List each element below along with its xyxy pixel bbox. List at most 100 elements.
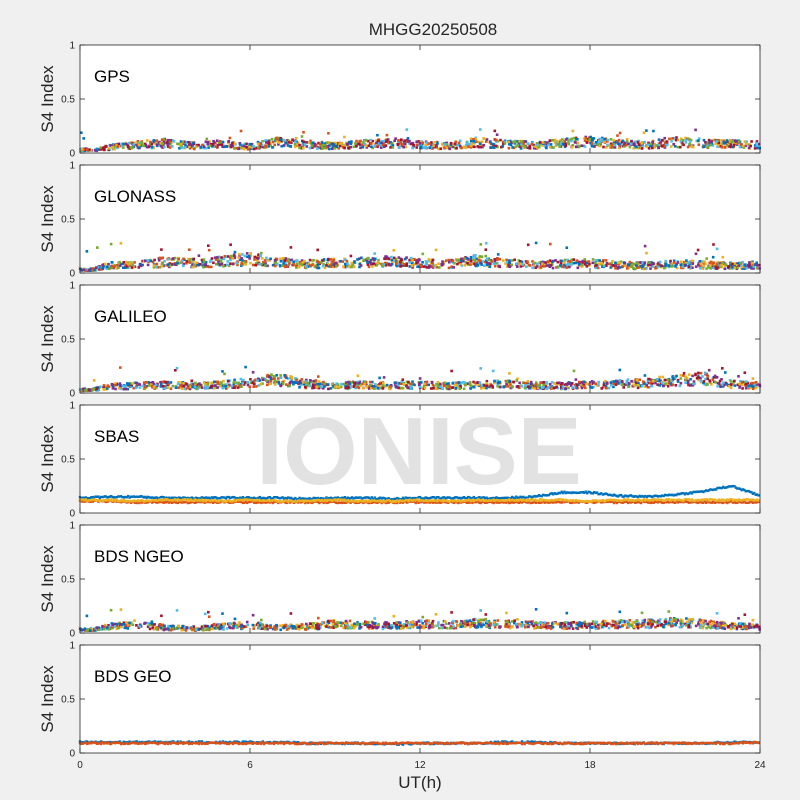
data-point	[326, 383, 330, 386]
data-point	[239, 383, 243, 386]
data-point	[240, 257, 243, 260]
data-point	[352, 384, 356, 388]
data-point	[89, 148, 93, 152]
data-point	[290, 377, 294, 380]
data-point	[149, 383, 153, 386]
data-point	[146, 259, 150, 262]
data-point	[319, 260, 323, 264]
data-point	[451, 143, 455, 147]
data-point	[122, 261, 126, 264]
data-point	[399, 382, 403, 386]
data-point	[289, 246, 293, 249]
data-point	[410, 497, 413, 500]
data-point	[162, 139, 166, 143]
data-point	[594, 491, 597, 495]
panel-label: GALILEO	[94, 307, 167, 326]
data-point	[136, 144, 139, 147]
data-point	[94, 499, 97, 502]
data-point	[608, 262, 611, 266]
data-point	[661, 381, 664, 385]
data-point	[228, 144, 231, 148]
data-point	[488, 258, 491, 262]
data-point	[736, 266, 739, 270]
data-point	[694, 128, 697, 132]
data-point	[534, 385, 537, 389]
data-point	[370, 145, 373, 148]
data-point	[472, 495, 475, 499]
data-point	[158, 256, 162, 260]
data-point	[82, 148, 85, 151]
data-point	[269, 380, 273, 383]
data-point	[718, 262, 722, 265]
data-point	[241, 501, 245, 505]
data-point	[372, 497, 375, 501]
data-point	[621, 495, 624, 498]
data-point	[584, 263, 587, 266]
data-point	[154, 142, 157, 146]
data-point	[639, 501, 643, 505]
data-point	[147, 384, 151, 387]
data-point	[658, 500, 661, 503]
data-point	[162, 496, 165, 499]
data-point	[700, 501, 704, 504]
data-point	[501, 500, 504, 503]
data-point	[484, 496, 487, 500]
data-point	[261, 257, 264, 260]
data-point	[463, 381, 467, 384]
data-point	[746, 264, 750, 267]
data-point	[389, 498, 392, 501]
data-point	[136, 501, 140, 504]
data-point	[386, 497, 389, 500]
data-point	[717, 265, 721, 268]
data-point	[590, 380, 594, 383]
data-point	[258, 144, 261, 148]
data-point	[459, 259, 463, 263]
data-point	[620, 493, 623, 497]
data-point	[93, 499, 96, 502]
data-point	[729, 485, 732, 488]
data-point	[721, 381, 725, 384]
data-point	[697, 137, 701, 140]
data-point	[192, 382, 195, 386]
data-point	[581, 263, 584, 267]
data-point	[543, 494, 546, 497]
data-point	[447, 258, 451, 262]
data-point	[492, 146, 496, 149]
data-point	[620, 501, 623, 504]
data-point	[241, 496, 245, 499]
data-point	[322, 380, 325, 384]
data-point	[662, 501, 665, 505]
data-point	[373, 252, 376, 255]
data-point	[206, 265, 209, 268]
data-point	[337, 385, 341, 389]
data-point	[317, 261, 320, 264]
data-point	[670, 265, 673, 268]
data-point	[496, 145, 499, 149]
data-point	[107, 385, 111, 389]
data-point	[502, 259, 505, 262]
data-point	[270, 373, 273, 376]
data-point	[136, 495, 140, 498]
data-point	[155, 386, 158, 389]
data-point	[415, 140, 418, 143]
data-point	[753, 501, 756, 504]
data-point	[571, 129, 575, 133]
data-point	[231, 142, 234, 145]
data-point	[491, 369, 495, 373]
data-point	[577, 260, 581, 264]
data-point	[393, 139, 396, 142]
data-point	[216, 386, 219, 389]
data-point	[257, 501, 260, 504]
data-point	[347, 264, 351, 267]
data-point	[291, 497, 294, 501]
data-point	[174, 386, 178, 389]
data-point	[529, 380, 533, 384]
data-point	[152, 499, 155, 502]
data-point	[85, 250, 89, 253]
data-point	[556, 500, 559, 503]
data-point	[283, 259, 286, 262]
data-point	[210, 496, 213, 499]
data-point	[474, 254, 477, 257]
data-point	[336, 501, 339, 505]
data-point	[298, 146, 301, 150]
